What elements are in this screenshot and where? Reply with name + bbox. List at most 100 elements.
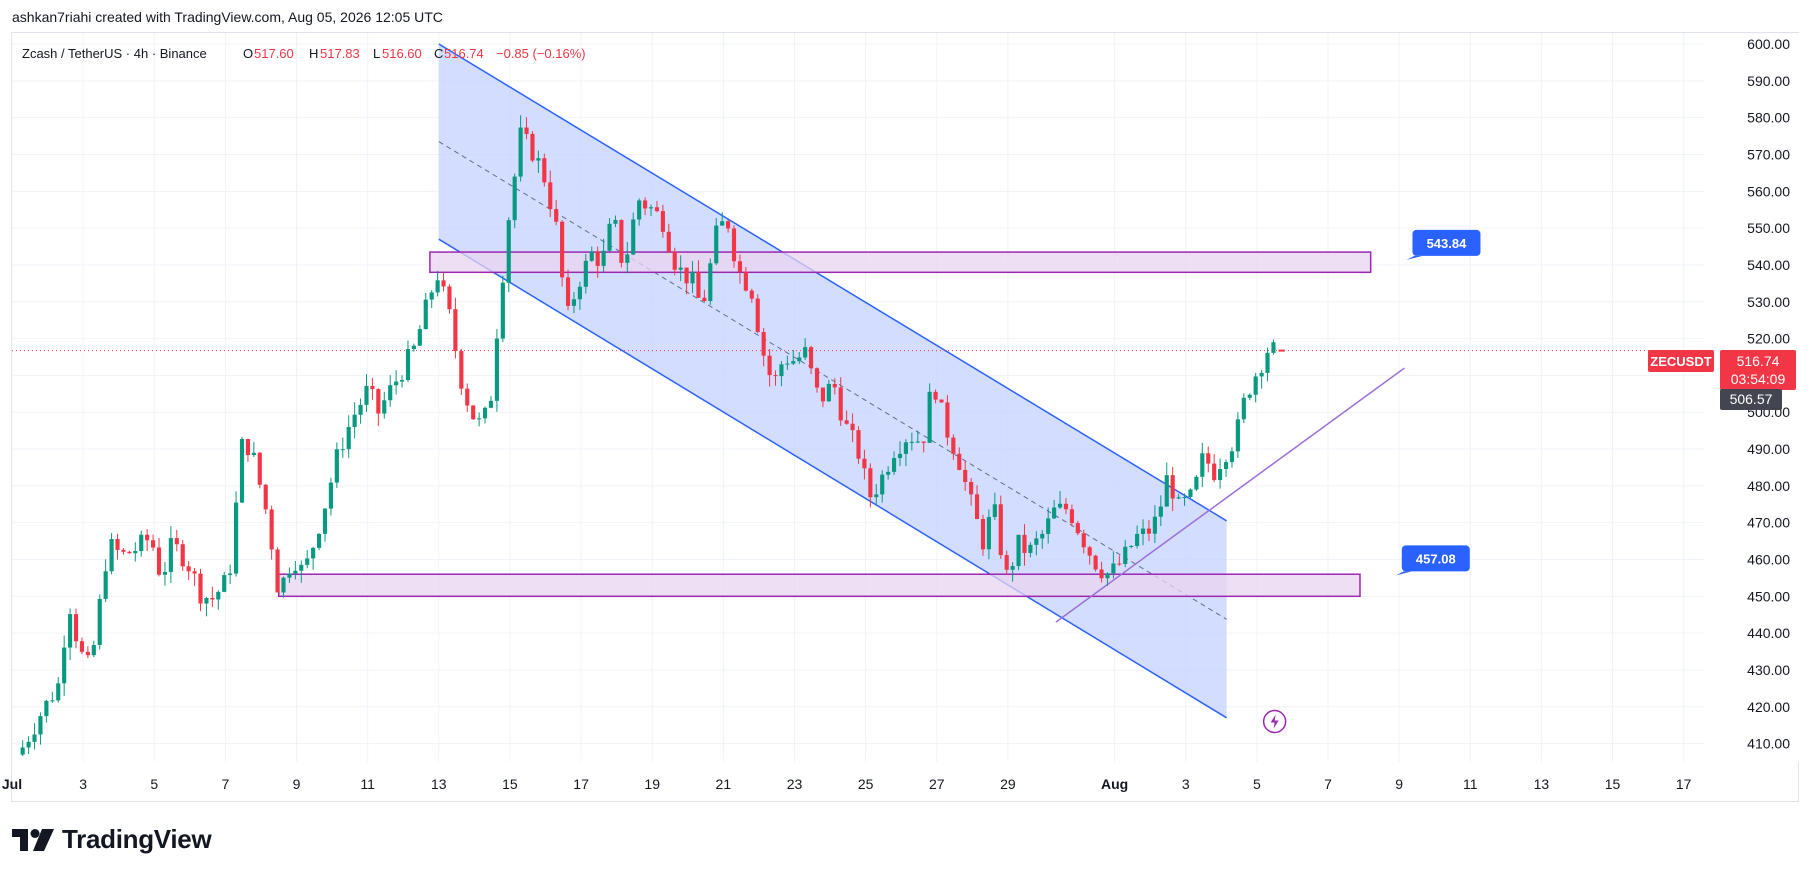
channel-lower-line[interactable] <box>438 238 1228 719</box>
candle-body <box>370 385 375 390</box>
support-zone[interactable] <box>278 573 1361 598</box>
candle-body <box>1123 546 1128 564</box>
candle-body <box>1271 342 1276 353</box>
candle-body <box>880 474 885 495</box>
candle-body <box>903 442 908 454</box>
tradingview-logo[interactable]: TradingView <box>12 824 212 855</box>
candle-body <box>1182 497 1187 499</box>
y-tick-label: 490.00 <box>1747 441 1790 457</box>
candle-body <box>1052 507 1057 519</box>
candle-body <box>927 391 932 443</box>
candle-body <box>85 651 90 656</box>
chart-credit: ashkan7riahi created with TradingView.co… <box>12 9 443 25</box>
candle-body <box>1111 563 1116 574</box>
candle-body <box>1016 534 1021 567</box>
overlays[interactable]: 543.84 457.08 <box>1262 229 1481 734</box>
high-value: 517.83 <box>320 46 360 61</box>
candle-body <box>797 357 802 362</box>
candle-body <box>127 551 132 554</box>
resistance-zone[interactable] <box>429 251 1372 274</box>
candle-body <box>465 388 470 406</box>
candle-body <box>26 741 31 748</box>
candle-body <box>643 200 648 209</box>
candle-body <box>577 286 582 300</box>
candle-body <box>1069 509 1074 524</box>
candle-body <box>1057 503 1063 508</box>
price-chart[interactable]: 543.84 457.08 600.00 590.00 580.00 570.00 560… <box>0 0 1814 810</box>
symbol-title[interactable]: Zcash / TetherUS · 4h · Binance <box>22 46 207 61</box>
x-tick-label: 3 <box>1182 776 1190 792</box>
ohlc-legend: Zcash / TetherUS · 4h · Binance O 517.60… <box>22 46 586 61</box>
candle-body <box>103 571 108 599</box>
candle-body <box>974 494 980 520</box>
x-tick-label: 29 <box>1000 776 1016 792</box>
candle-body <box>992 504 997 517</box>
candle-body <box>1105 573 1110 579</box>
x-tick-label: 5 <box>150 776 158 792</box>
candle-body <box>1206 453 1211 464</box>
candle-body <box>316 533 322 548</box>
candle-body <box>1063 503 1069 510</box>
channel-upper-line[interactable] <box>438 43 1228 522</box>
candle-body <box>394 381 399 386</box>
y-tick-label: 590.00 <box>1747 73 1790 89</box>
candle-body <box>803 347 808 358</box>
x-tick-label: 7 <box>222 776 230 792</box>
drawings[interactable] <box>12 43 1705 719</box>
x-tick-label: 17 <box>573 776 589 792</box>
resistance-price-label[interactable] <box>1412 229 1481 256</box>
x-tick-label: 7 <box>1324 776 1332 792</box>
x-tick-label: 13 <box>1534 776 1550 792</box>
x-tick-label: 21 <box>716 776 732 792</box>
candle-body <box>97 598 102 645</box>
channel-midline[interactable] <box>438 141 1227 620</box>
candle-body <box>607 223 612 251</box>
y-tick-label: 570.00 <box>1747 147 1790 163</box>
candle-body <box>862 458 867 469</box>
candle-body <box>891 458 897 472</box>
tradingview-logo-icon <box>12 828 54 851</box>
candle-body <box>524 127 529 134</box>
candle-body <box>951 437 956 454</box>
x-tick-label: 25 <box>858 776 874 792</box>
x-tick-label: 23 <box>787 776 803 792</box>
support-price-label[interactable] <box>1401 545 1470 572</box>
candle-body <box>791 361 796 364</box>
candle-body <box>411 345 416 350</box>
candle-body <box>678 267 683 270</box>
candle-body <box>1218 469 1223 481</box>
candle-body <box>364 385 369 405</box>
candle-body <box>731 228 737 262</box>
candle-body <box>1170 475 1175 499</box>
candle-body <box>868 468 873 498</box>
candle-body <box>139 534 144 552</box>
open-value: 517.60 <box>254 46 294 61</box>
candle-body <box>156 547 162 575</box>
candle-body <box>583 260 588 287</box>
open-label: O <box>243 46 253 61</box>
candle-body <box>121 549 126 552</box>
candle-body <box>660 211 665 232</box>
candle-body <box>1010 566 1015 570</box>
x-tick-label: Jul <box>2 776 22 792</box>
y-tick-label: 550.00 <box>1747 220 1790 236</box>
candle-body <box>477 418 482 420</box>
x-tick-label: 13 <box>431 776 447 792</box>
ticker-badge <box>1648 350 1714 372</box>
candle-body <box>20 747 25 755</box>
candle-body <box>1235 419 1240 452</box>
candle-body <box>1081 533 1086 548</box>
price-label-pointer <box>1395 571 1412 576</box>
candle-body <box>228 573 233 576</box>
y-tick-label: 540.00 <box>1747 257 1790 273</box>
y-tick-label: 450.00 <box>1747 588 1790 604</box>
candle-body <box>73 614 79 642</box>
candle-body <box>1212 463 1217 481</box>
candle-body <box>595 251 600 266</box>
lightning-icon[interactable] <box>1262 709 1287 734</box>
trendline[interactable] <box>1055 367 1405 623</box>
candle-body <box>340 449 345 451</box>
candle-body <box>168 538 173 572</box>
secondary-price-text: 506.57 <box>1730 391 1773 407</box>
candle-body <box>939 399 944 403</box>
